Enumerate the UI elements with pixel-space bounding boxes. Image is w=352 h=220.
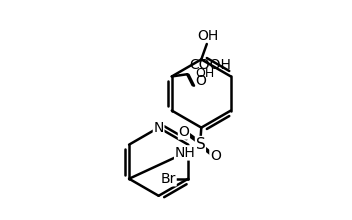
Text: N: N	[153, 121, 164, 135]
Text: NH: NH	[175, 146, 195, 160]
Text: O: O	[178, 125, 189, 139]
Text: Br: Br	[161, 172, 176, 186]
Text: OH: OH	[197, 29, 219, 43]
Text: S: S	[196, 137, 205, 152]
Text: O: O	[210, 149, 221, 163]
Text: O: O	[195, 74, 206, 88]
Text: COOH: COOH	[189, 58, 231, 72]
Text: OH: OH	[195, 67, 214, 80]
